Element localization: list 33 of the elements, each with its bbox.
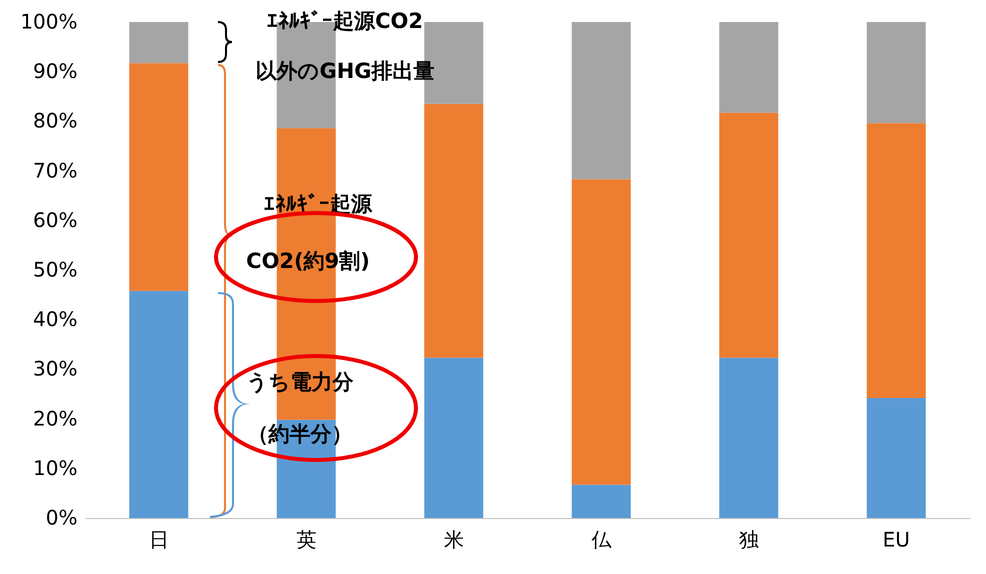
- y-tick-label: 0%: [46, 506, 78, 530]
- bar: [719, 22, 778, 113]
- bar: [719, 358, 778, 518]
- y-tick-label: 90%: [33, 59, 78, 84]
- bar: [129, 22, 188, 64]
- bar: [719, 112, 778, 358]
- y-tick-label: 60%: [33, 208, 78, 232]
- x-tick-label: 仏: [590, 528, 612, 552]
- y-tick-label: 100%: [20, 10, 78, 34]
- bar: [572, 484, 631, 518]
- y-tick-label: 40%: [33, 307, 78, 332]
- bar: [424, 358, 484, 518]
- bar: [129, 63, 188, 291]
- x-tick-label: 独: [738, 528, 759, 552]
- y-tick-label: 20%: [33, 406, 78, 430]
- bar: [572, 22, 631, 180]
- bar: [866, 123, 926, 398]
- y-tick-label: 80%: [33, 108, 78, 133]
- y-tick-label: 70%: [33, 158, 78, 182]
- bar: [129, 290, 188, 518]
- bar: [572, 179, 631, 485]
- bar: [424, 104, 484, 358]
- y-tick-label: 30%: [33, 356, 78, 381]
- bar: [866, 22, 926, 124]
- bar: [866, 398, 926, 518]
- x-tick-label: EU: [882, 528, 910, 552]
- annotation: 以外のGHG排出量: [255, 59, 435, 83]
- annotation: ｴﾈﾙｷﾞｰ起源CO2: [267, 9, 423, 33]
- x-tick-label: 英: [296, 528, 316, 552]
- y-tick-label: 10%: [33, 456, 78, 480]
- y-tick-label: 50%: [33, 258, 78, 282]
- x-tick-label: 日: [148, 528, 169, 552]
- x-tick-label: 米: [444, 528, 464, 552]
